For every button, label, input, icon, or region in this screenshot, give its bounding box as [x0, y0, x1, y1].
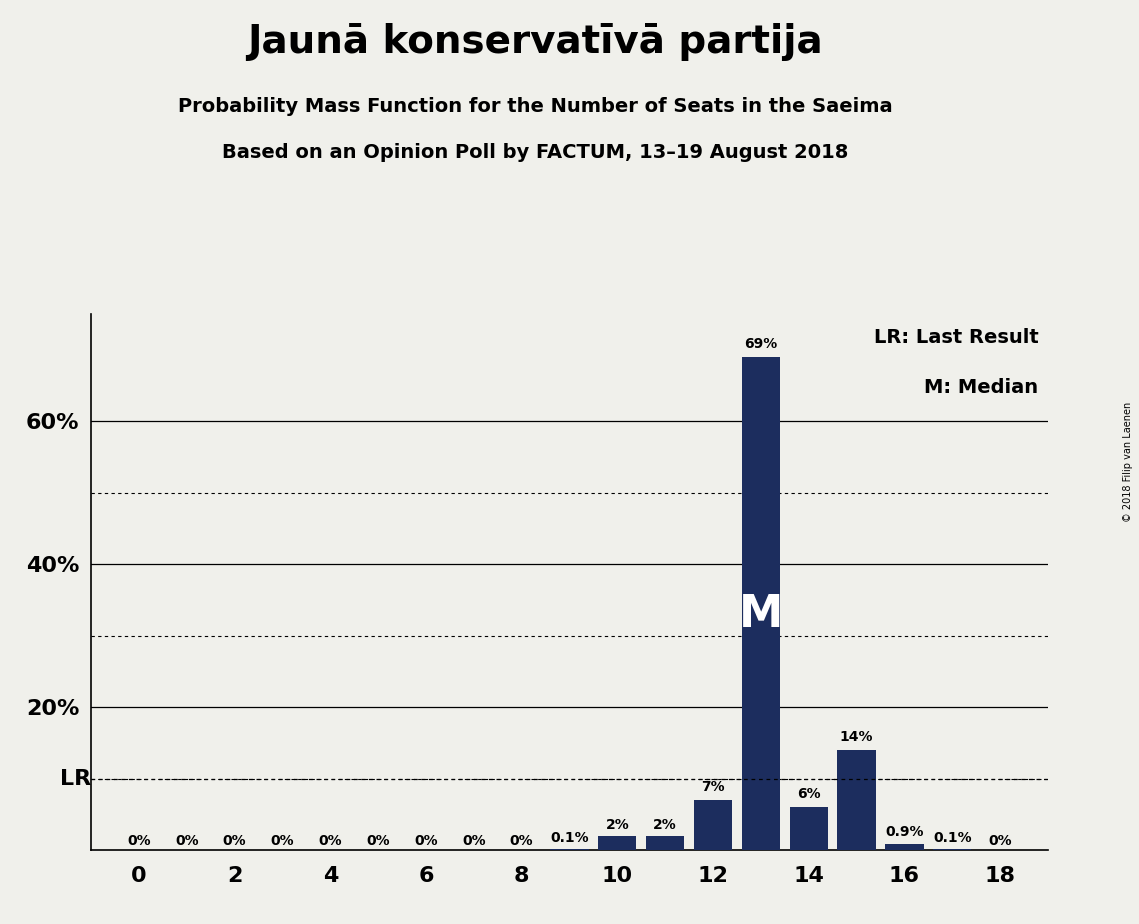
Bar	[694, 800, 732, 850]
Text: 0%: 0%	[319, 834, 342, 848]
Text: 0%: 0%	[175, 834, 198, 848]
Text: 0%: 0%	[462, 834, 485, 848]
Text: 7%: 7%	[702, 781, 724, 795]
Text: 0.1%: 0.1%	[550, 831, 589, 845]
Text: Based on an Opinion Poll by FACTUM, 13–19 August 2018: Based on an Opinion Poll by FACTUM, 13–1…	[222, 143, 849, 163]
Text: 0%: 0%	[367, 834, 390, 848]
Bar	[741, 357, 780, 850]
Text: Probability Mass Function for the Number of Seats in the Saeima: Probability Mass Function for the Number…	[178, 97, 893, 116]
Text: 0%: 0%	[415, 834, 437, 848]
Text: M: Median: M: Median	[924, 379, 1039, 397]
Text: 0.1%: 0.1%	[933, 831, 972, 845]
Bar	[885, 844, 924, 850]
Text: 0%: 0%	[128, 834, 150, 848]
Text: 0.9%: 0.9%	[885, 825, 924, 839]
Text: LR: Last Result: LR: Last Result	[874, 328, 1039, 347]
Bar	[598, 836, 637, 850]
Bar	[646, 836, 685, 850]
Text: 14%: 14%	[839, 730, 874, 745]
Text: 0%: 0%	[223, 834, 246, 848]
Text: M: M	[739, 593, 782, 636]
Text: 2%: 2%	[606, 818, 629, 832]
Text: 0%: 0%	[989, 834, 1011, 848]
Bar	[837, 750, 876, 850]
Text: 69%: 69%	[744, 337, 778, 351]
Text: 0%: 0%	[510, 834, 533, 848]
Text: Jaunā konservatīvā partija: Jaunā konservatīvā partija	[247, 23, 823, 61]
Text: 6%: 6%	[797, 787, 820, 801]
Text: LR: LR	[60, 769, 91, 788]
Text: © 2018 Filip van Laenen: © 2018 Filip van Laenen	[1123, 402, 1133, 522]
Bar	[789, 808, 828, 850]
Text: 2%: 2%	[654, 818, 677, 832]
Text: 0%: 0%	[271, 834, 294, 848]
